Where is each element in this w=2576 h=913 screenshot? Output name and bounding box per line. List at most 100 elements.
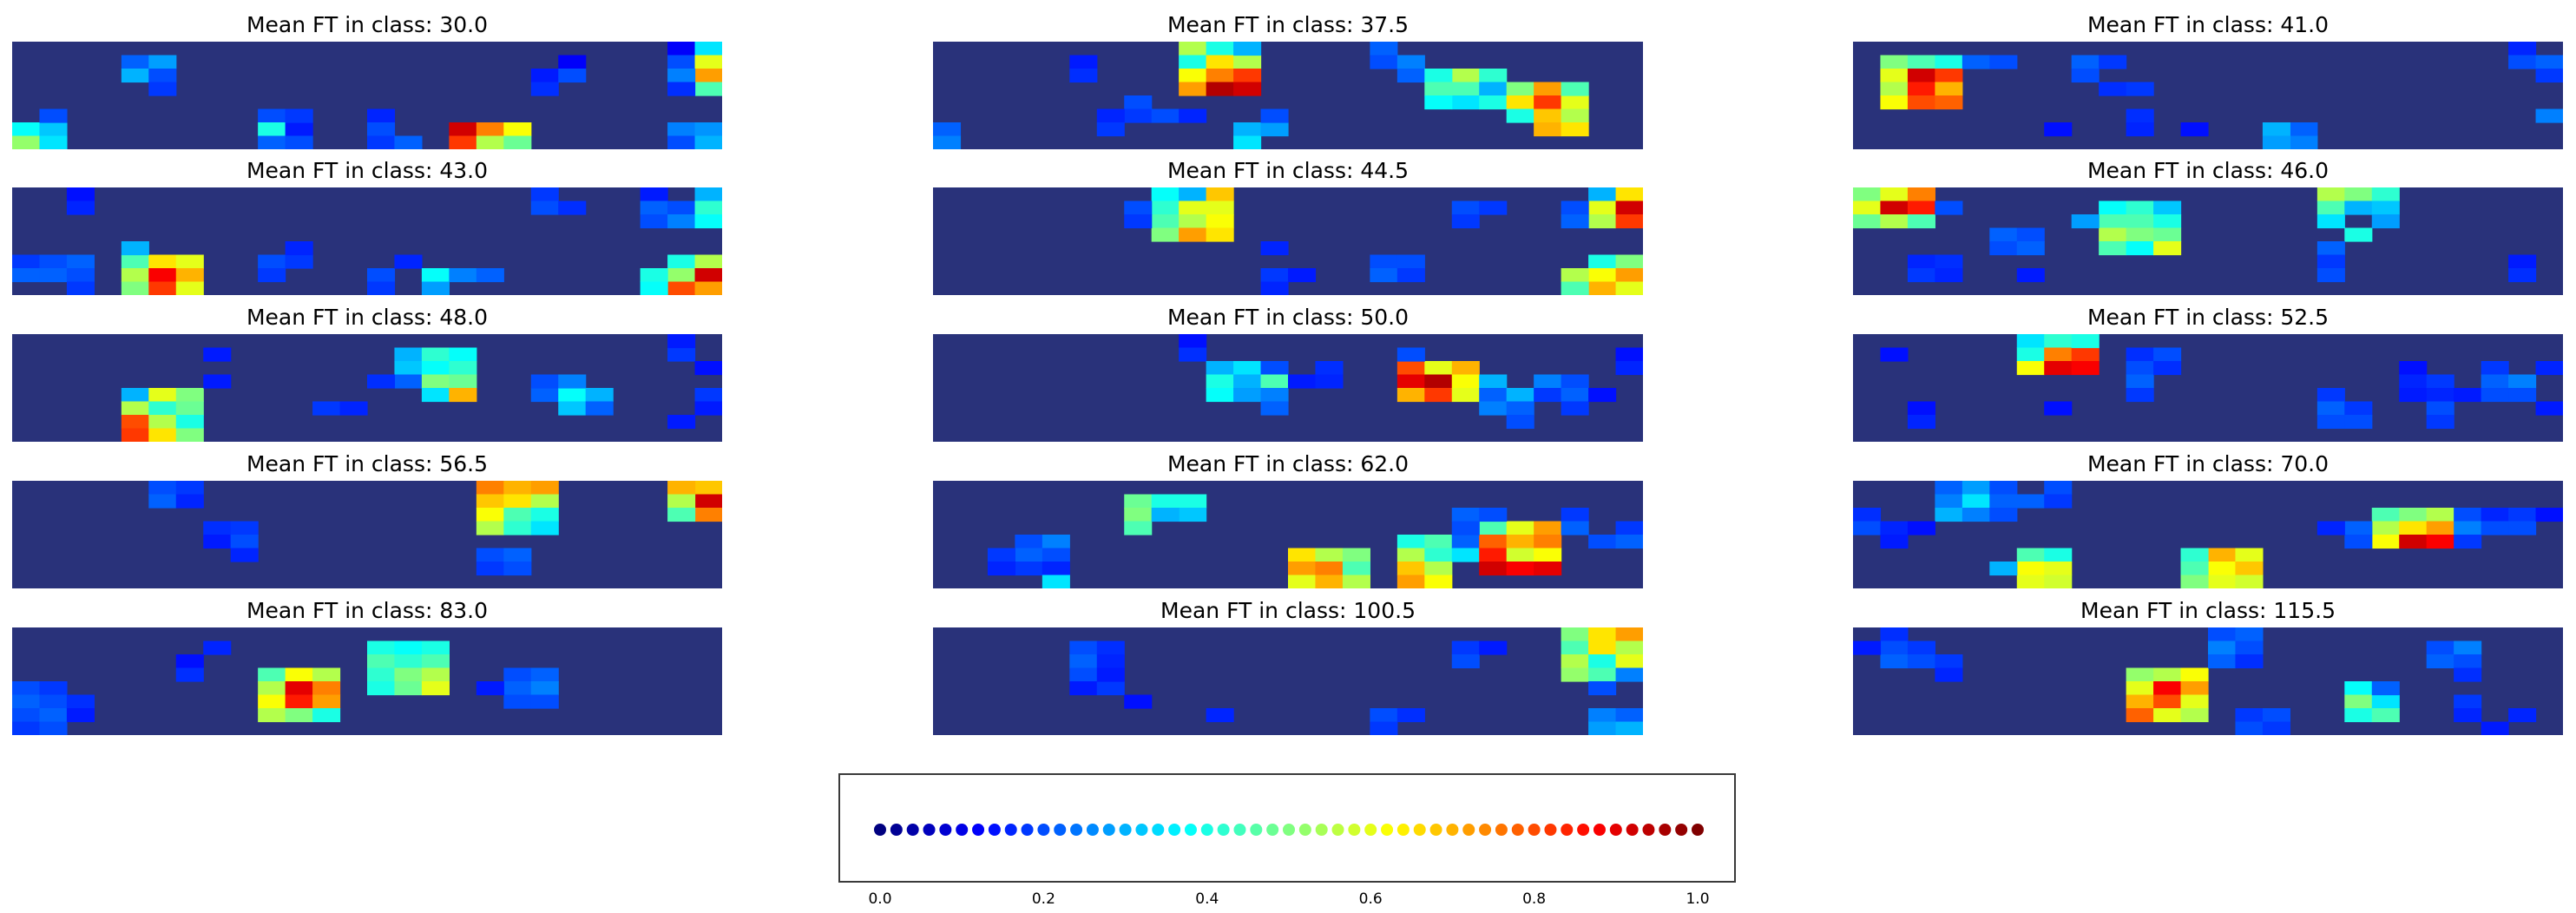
heatmap-cell [1179,108,1207,123]
heatmap-cell [367,374,396,389]
panel-title: Mean FT in class: 48.0 [246,305,489,330]
heatmap-cell [667,82,696,96]
heatmap-cell [2371,681,2400,696]
heatmap-cell [1479,95,1508,110]
heatmap-cell [1206,388,1234,403]
colorbar-point [1692,824,1704,836]
heatmap-cell [285,254,313,269]
heatmap-cell [1315,548,1344,562]
heatmap-cell [694,401,722,416]
heatmap-cell [2016,494,2045,509]
heatmap-cell [694,135,722,149]
heatmap-cell [476,508,504,522]
colorbar-point [972,824,985,836]
heatmap-cell [1096,640,1125,655]
heatmap-cell [2126,214,2154,229]
heatmap-cell [503,694,532,709]
heatmap-cell [2180,708,2209,723]
heatmap-cell [2344,415,2373,430]
heatmap-cell [12,254,41,269]
heatmap-cell [449,135,477,149]
heatmap-cell [2235,640,2264,655]
heatmap-cell [694,494,722,509]
heatmap-cell [1396,548,1425,562]
heatmap-cell [1396,535,1425,549]
heatmap-panel [1853,42,2563,149]
heatmap-cell [1206,374,1234,389]
heatmap-cell [2044,361,2073,376]
heatmap-cell [2099,214,2127,229]
heatmap-cell [2399,508,2428,522]
heatmap-cell [694,281,722,295]
heatmap-cell [2235,721,2264,735]
heatmap-cell [2399,388,2428,403]
heatmap-cell [2126,708,2154,723]
heatmap-cell [1260,268,1289,283]
heatmap-cell [1451,361,1480,376]
heatmap-cell [2016,548,2045,562]
heatmap-cell [421,374,450,389]
heatmap-cell [476,521,504,535]
heatmap-cell [1506,401,1534,416]
heatmap-cell [1424,388,1453,403]
colorbar-legend [838,773,1736,883]
heatmap-cell [2126,122,2154,137]
heatmap-cell [1534,374,1562,389]
heatmap-cell [1506,82,1534,96]
heatmap-cell [1588,535,1617,549]
heatmap-cell [121,415,149,430]
heatmap-cell [1907,654,1935,669]
heatmap-cell [2371,187,2400,202]
heatmap-cell [476,548,504,562]
heatmap-cell [1907,214,1935,229]
heatmap-cell [1534,82,1562,96]
heatmap-cell [1962,481,1990,496]
heatmap-cell [1396,361,1425,376]
heatmap-cell [2316,254,2345,269]
heatmap-cell [2126,108,2154,123]
heatmap-cell [367,654,396,669]
colorbar-point [906,824,919,836]
heatmap-cell [1233,55,1262,69]
heatmap-cell [694,82,722,96]
heatmap-cell [2535,69,2563,83]
heatmap-cell [367,667,396,682]
heatmap-cell [1042,575,1070,588]
heatmap-cell [1506,521,1534,535]
heatmap-cell [1615,200,1643,215]
heatmap-cell [2316,521,2345,535]
heatmap-cell [558,200,587,215]
heatmap-cell [2290,122,2318,137]
heatmap-cell [1935,667,1963,682]
heatmap-panel [12,42,722,149]
panel-title: Mean FT in class: 37.5 [1166,12,1410,37]
heatmap-cell [2071,361,2100,376]
heatmap-cell [449,347,477,362]
heatmap-cell [1124,694,1153,709]
heatmap-cell [2044,481,2073,496]
heatmap-cell [367,108,396,123]
heatmap-cell [640,200,668,215]
heatmap-cell [66,708,95,723]
heatmap-cell [2454,654,2482,669]
heatmap-cell [1615,347,1643,362]
heatmap-cell [1615,187,1643,202]
heatmap-cell [367,122,396,137]
heatmap-cell [2126,694,2154,709]
heatmap-cell [2508,268,2537,283]
heatmap-cell [2044,122,2073,137]
heatmap-cell [1989,508,2018,522]
heatmap-cell [1935,494,1963,509]
heatmap-cell [449,268,477,283]
heatmap-cell [2126,227,2154,242]
heatmap-cell [1233,374,1262,389]
colorbar-tick-label: 0.4 [1195,890,1219,908]
heatmap-cell [2426,388,2454,403]
heatmap-cell [1853,640,1882,655]
heatmap-cell [175,494,204,509]
heatmap-cell [2426,521,2454,535]
heatmap-cell [640,187,668,202]
colorbar-point [1577,824,1590,836]
heatmap-cell [394,361,423,376]
heatmap-cell [558,69,587,83]
